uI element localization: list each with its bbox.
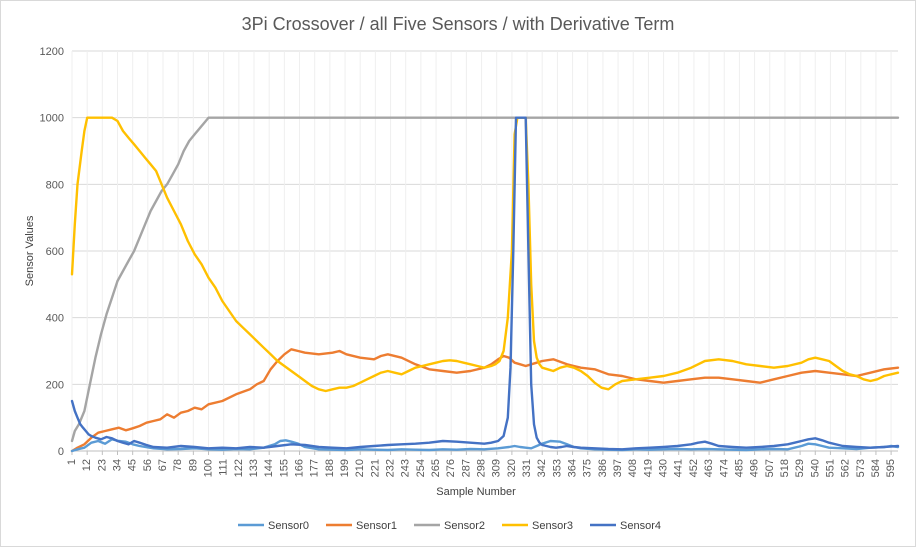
x-tick-label-56: 56 <box>142 459 154 471</box>
x-tick-label-375: 375 <box>582 459 594 477</box>
x-tick-label-595: 595 <box>885 459 897 477</box>
y-tick-label-1200: 1200 <box>40 46 64 58</box>
x-tick-label-573: 573 <box>855 459 867 477</box>
x-tick-label-199: 199 <box>339 459 351 477</box>
x-tick-label-12: 12 <box>81 459 93 471</box>
x-tick-label-496: 496 <box>749 459 761 477</box>
x-tick-label-441: 441 <box>673 459 685 477</box>
x-tick-label-452: 452 <box>688 459 700 477</box>
x-tick-label-188: 188 <box>324 459 336 477</box>
x-tick-label-1: 1 <box>66 459 78 465</box>
x-tick-label-584: 584 <box>870 459 882 477</box>
x-tick-label-320: 320 <box>506 459 518 477</box>
x-tick-label-166: 166 <box>294 459 306 477</box>
x-tick-label-23: 23 <box>96 459 108 471</box>
y-tick-label-200: 200 <box>46 379 64 391</box>
x-tick-label-540: 540 <box>809 459 821 477</box>
y-tick-label-400: 400 <box>46 313 64 325</box>
y-tick-label-600: 600 <box>46 246 64 258</box>
axes: 0 200 400 600 800 1000 1200 1 12 23 34 45 56 67 78 89 10… <box>40 46 898 477</box>
x-tick-label-309: 309 <box>491 459 503 477</box>
x-tick-label-397: 397 <box>612 459 624 477</box>
legend-label-sensor1: Sensor1 <box>356 520 397 532</box>
series-line-sensor0 <box>70 438 900 453</box>
x-tick-label-232: 232 <box>385 459 397 477</box>
series-line-sensor3 <box>70 116 900 393</box>
chart-title: 3Pi Crossover / all Five Sensors / with … <box>242 14 675 34</box>
x-tick-label-386: 386 <box>597 459 609 477</box>
x-tick-label-562: 562 <box>840 459 852 477</box>
legend-label-sensor4: Sensor4 <box>620 520 661 532</box>
x-tick-label-287: 287 <box>460 459 472 477</box>
x-tick-label-430: 430 <box>658 459 670 477</box>
x-tick-label-298: 298 <box>476 459 488 477</box>
x-tick-label-144: 144 <box>263 459 275 477</box>
series-line-sensor4 <box>70 116 900 451</box>
legend-label-sensor2: Sensor2 <box>444 520 485 532</box>
y-axis-label: Sensor Values <box>24 215 36 286</box>
x-tick-label-243: 243 <box>400 459 412 477</box>
x-tick-label-67: 67 <box>157 459 169 471</box>
x-tick-label-177: 177 <box>309 459 321 477</box>
x-tick-label-529: 529 <box>794 459 806 477</box>
x-tick-label-265: 265 <box>430 459 442 477</box>
legend-label-sensor3: Sensor3 <box>532 520 573 532</box>
x-tick-label-45: 45 <box>127 459 139 471</box>
x-tick-label-78: 78 <box>172 459 184 471</box>
x-tick-label-419: 419 <box>642 459 654 477</box>
x-tick-label-122: 122 <box>233 459 245 477</box>
y-tick-label-800: 800 <box>46 179 64 191</box>
x-tick-label-331: 331 <box>521 459 533 477</box>
x-tick-label-221: 221 <box>369 459 381 477</box>
x-tick-label-342: 342 <box>536 459 548 477</box>
y-tick-label-1000: 1000 <box>40 113 64 125</box>
series-lines <box>70 116 900 453</box>
x-tick-label-34: 34 <box>112 459 124 471</box>
series-line-sensor2 <box>70 116 900 443</box>
x-tick-label-485: 485 <box>733 459 745 477</box>
x-tick-label-210: 210 <box>354 459 366 477</box>
y-tick-label-0: 0 <box>58 446 64 458</box>
x-tick-label-551: 551 <box>824 459 836 477</box>
legend-label-sensor0: Sensor0 <box>268 520 309 532</box>
x-tick-label-111: 111 <box>218 459 230 476</box>
x-tick-label-463: 463 <box>703 459 715 477</box>
x-tick-label-474: 474 <box>718 459 730 477</box>
x-tick-label-408: 408 <box>627 459 639 477</box>
x-tick-label-100: 100 <box>203 459 215 477</box>
x-tick-label-276: 276 <box>445 459 457 477</box>
x-tick-label-133: 133 <box>248 459 260 477</box>
x-axis-label: Sample Number <box>436 486 516 498</box>
x-tick-label-507: 507 <box>764 459 776 477</box>
x-tick-label-364: 364 <box>567 459 579 477</box>
x-tick-label-254: 254 <box>415 459 427 477</box>
legend: Sensor0 Sensor1 Sensor2 Sensor3 Sensor4 <box>238 520 661 532</box>
x-tick-label-89: 89 <box>187 459 199 471</box>
x-tick-label-518: 518 <box>779 459 791 477</box>
x-tick-label-155: 155 <box>278 459 290 477</box>
x-tick-label-353: 353 <box>551 459 563 477</box>
